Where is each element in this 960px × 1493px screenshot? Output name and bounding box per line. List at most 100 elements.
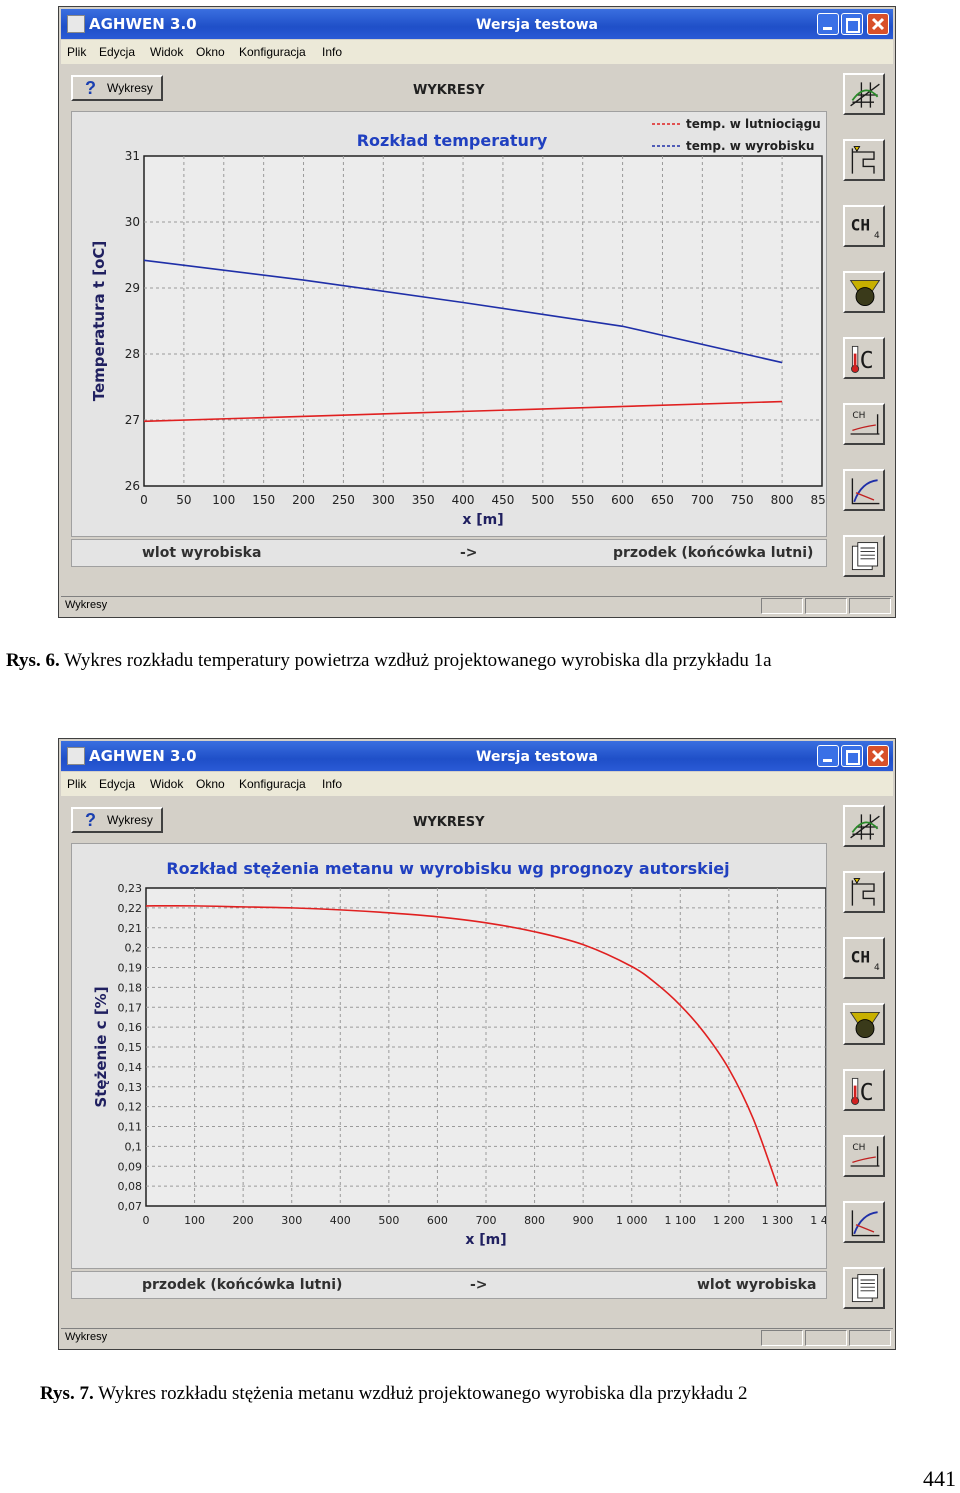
- x-tick-label: 800: [524, 1214, 545, 1227]
- report-icon: [851, 542, 879, 571]
- x-tick-label: 300: [372, 493, 395, 507]
- figure-caption: Rys. 7. Wykres rozkładu stężenia metanu …: [40, 1383, 748, 1405]
- close-button[interactable]: [867, 13, 889, 35]
- series-line: [143, 259, 783, 364]
- maximize-button[interactable]: [841, 13, 863, 35]
- series-line: [143, 400, 783, 423]
- y-tick-label: 0,17: [118, 1001, 143, 1014]
- x-tick-label: 300: [281, 1214, 302, 1227]
- help-charts-button[interactable]: ? Wykresy: [71, 807, 163, 833]
- close-icon: [871, 17, 885, 31]
- thermometer-tool-button[interactable]: C: [843, 337, 885, 379]
- y-tick-label: 0,1: [125, 1140, 143, 1153]
- menu-edycja[interactable]: Edycja: [99, 45, 136, 59]
- x-tick-label: 100: [212, 493, 235, 507]
- x-tick-label: 1 300: [762, 1214, 794, 1227]
- ch4-tool-button[interactable]: CH 4: [843, 937, 885, 979]
- chart-area: 0 100 200 300 400 500 600 700 800 900 1 000 1 100 1 …: [71, 843, 827, 1269]
- ch4-subscript: 4: [874, 963, 880, 973]
- menu-okno[interactable]: Okno: [196, 777, 225, 791]
- x-tick-label: 700: [691, 493, 714, 507]
- menu-widok[interactable]: Widok: [150, 777, 184, 791]
- minimize-button[interactable]: [817, 745, 839, 767]
- grid-icon: [850, 82, 880, 108]
- ch4-chart-tool-button[interactable]: CH: [843, 1135, 885, 1177]
- menu-edycja[interactable]: Edycja: [99, 777, 136, 791]
- y-tick-label: 29: [125, 281, 140, 295]
- close-button[interactable]: [867, 745, 889, 767]
- fan-tool-button[interactable]: [843, 1003, 885, 1045]
- x-axis-label: x [m]: [462, 512, 503, 528]
- duct-tool-button[interactable]: [843, 139, 885, 181]
- caption-text: Wykres rozkładu stężenia metanu wzdłuż p…: [93, 1383, 748, 1404]
- menu-widok[interactable]: Widok: [150, 45, 184, 59]
- direction-footer: przodek (końcówka lutni) -> wlot wyrobis…: [71, 1271, 827, 1299]
- maximize-button[interactable]: [841, 745, 863, 767]
- y-tick-label: 0,15: [118, 1041, 143, 1054]
- x-tick-label: 1 200: [713, 1214, 745, 1227]
- x-tick-label: 150: [252, 493, 275, 507]
- y-tick-label: 0,11: [118, 1121, 143, 1134]
- minimize-button[interactable]: [817, 13, 839, 35]
- menu-info[interactable]: Info: [322, 45, 343, 59]
- fan-icon: [849, 279, 881, 307]
- x-tick-label: 900: [573, 1214, 594, 1227]
- x-tick-label: 0: [143, 1214, 150, 1227]
- x-tick-label: 650: [651, 493, 674, 507]
- fan-tool-button[interactable]: [843, 271, 885, 313]
- minimize-icon: [823, 27, 832, 30]
- help-charts-button[interactable]: ? Wykresy: [71, 75, 163, 101]
- thermometer-icon: C: [851, 1077, 874, 1106]
- app-icon: [67, 15, 85, 33]
- x-tick-label: 700: [476, 1214, 497, 1227]
- y-tick-label: 0,09: [118, 1160, 143, 1173]
- report-tool-button[interactable]: [843, 1267, 885, 1309]
- duct-icon: [851, 878, 875, 906]
- curve-chart-tool-button[interactable]: [843, 1201, 885, 1243]
- menu-plik[interactable]: Plik: [67, 45, 87, 59]
- menu-konfiguracja[interactable]: Konfiguracja: [239, 45, 306, 59]
- chart-area: 0 50 100 150 200 250 300 350 400 450 500 550 600 650 7…: [71, 111, 827, 537]
- grid-tool-button[interactable]: [843, 73, 885, 115]
- version-label: Wersja testowa: [476, 749, 599, 765]
- ch4-tool-button[interactable]: CH 4: [843, 205, 885, 247]
- x-tick-label: 550: [571, 493, 594, 507]
- ch4-small-text: CH: [852, 1143, 865, 1153]
- status-bar: Wykresy: [61, 596, 893, 615]
- y-tick-label: 28: [125, 347, 140, 361]
- help-icon: ?: [85, 78, 96, 98]
- celsius-text: C: [860, 1078, 874, 1106]
- report-tool-button[interactable]: [843, 535, 885, 577]
- menu-info[interactable]: Info: [322, 777, 343, 791]
- ch4-subscript: 4: [874, 231, 880, 241]
- close-icon: [871, 749, 885, 763]
- menu-okno[interactable]: Okno: [196, 45, 225, 59]
- legend-entry: temp. w lutniociągu: [686, 117, 821, 131]
- y-axis-label: Temperatura t [oC]: [90, 241, 108, 401]
- status-cell: [849, 598, 891, 614]
- duct-tool-button[interactable]: [843, 871, 885, 913]
- series-line: [145, 905, 779, 1187]
- title-bar[interactable]: AGHWEN 3.0 Wersja testowa: [61, 9, 893, 39]
- help-icon: ?: [85, 810, 96, 830]
- footer-start-label: przodek (końcówka lutni): [142, 1277, 343, 1293]
- ch4-chart-icon: CH: [850, 411, 880, 435]
- menu-plik[interactable]: Plik: [67, 777, 87, 791]
- curve-chart-tool-button[interactable]: [843, 469, 885, 511]
- menu-konfiguracja[interactable]: Konfiguracja: [239, 777, 306, 791]
- x-tick-label: 450: [491, 493, 514, 507]
- y-tick-label: 0,22: [118, 902, 143, 915]
- x-tick-label: 850: [811, 493, 826, 507]
- x-tick-label: 250: [332, 493, 355, 507]
- thermometer-tool-button[interactable]: C: [843, 1069, 885, 1111]
- y-tick-label: 0,13: [118, 1081, 143, 1094]
- app-title: AGHWEN 3.0: [89, 747, 197, 765]
- x-tick-label: 1 400: [810, 1214, 826, 1227]
- legend-entry: temp. w wyrobisku: [686, 139, 814, 153]
- title-bar[interactable]: AGHWEN 3.0 Wersja testowa: [61, 741, 893, 771]
- charts-panel: ? Wykresy WYKRESY 0 100 200 300 400 500 600 700…: [63, 799, 833, 1329]
- x-tick-label: 1 100: [665, 1214, 697, 1227]
- grid-tool-button[interactable]: [843, 805, 885, 847]
- ch4-chart-tool-button[interactable]: CH: [843, 403, 885, 445]
- x-tick-label: 600: [611, 493, 634, 507]
